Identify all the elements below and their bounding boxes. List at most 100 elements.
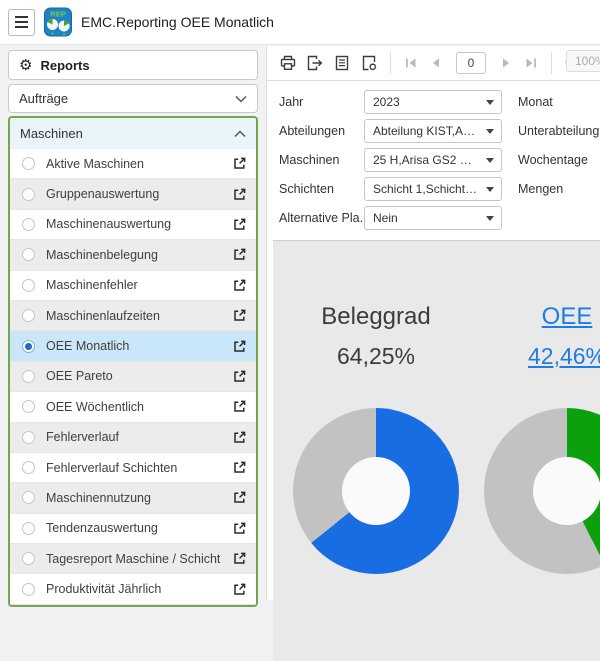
external-link-icon[interactable]: [232, 278, 247, 293]
chart-value-oee-link[interactable]: 42,46%: [527, 343, 600, 369]
list-item-label: Maschinenauswertung: [46, 217, 172, 232]
list-item[interactable]: Maschinenauswertung: [10, 209, 256, 241]
accordion-auftraege[interactable]: Aufträge: [8, 84, 258, 113]
print-icon[interactable]: [279, 54, 297, 72]
list-item[interactable]: Maschinennutzung: [10, 483, 256, 514]
external-link-icon[interactable]: [232, 187, 247, 202]
external-link-icon[interactable]: [232, 156, 247, 171]
radio-button[interactable]: [22, 187, 35, 201]
list-item[interactable]: Fehlerverlauf: [10, 422, 256, 453]
list-item[interactable]: Maschinenbelegung: [10, 240, 256, 271]
page-number-input[interactable]: [456, 52, 486, 74]
accordion-maschinen-header[interactable]: Maschinen: [10, 118, 256, 149]
list-item-label: Aktive Maschinen: [46, 156, 144, 171]
list-item-label: Fehlerverlauf: [46, 430, 119, 445]
chart-title-oee-link[interactable]: OEE: [541, 303, 593, 330]
list-item[interactable]: Maschinenlaufzeiten: [10, 300, 256, 332]
radio-button[interactable]: [22, 369, 35, 383]
sidebar: ⚙ Reports Aufträge Maschinen Aktive Masc…: [8, 50, 258, 607]
svg-text:REP: REP: [50, 10, 65, 19]
filter-dropdown[interactable]: 25 H,Arisa GS2 400,B ...: [364, 148, 502, 172]
list-item-label: Gruppenauswertung: [46, 187, 160, 202]
external-link-icon[interactable]: [232, 460, 247, 475]
radio-button[interactable]: [22, 430, 35, 444]
list-item-label: Produktivität Jährlich: [46, 582, 162, 597]
list-item[interactable]: OEE Monatlich: [10, 331, 256, 362]
chevron-down-icon: [486, 216, 494, 221]
filter-row: Alternative Pla... Nein: [279, 206, 600, 230]
filter-label-right: Unterabteilung...: [518, 124, 600, 138]
external-link-icon[interactable]: [232, 339, 247, 354]
filter-dropdown[interactable]: Nein: [364, 206, 502, 230]
previous-page-icon[interactable]: [428, 55, 444, 71]
list-item[interactable]: Produktivität Jährlich: [10, 574, 256, 605]
radio-button[interactable]: [22, 309, 35, 323]
list-item-label: OEE Wöchentlich: [46, 399, 144, 414]
filter-dropdown[interactable]: Schicht 1,Schicht 2,Sc...: [364, 177, 502, 201]
external-link-icon[interactable]: [232, 369, 247, 384]
external-link-icon[interactable]: [232, 399, 247, 414]
chevron-down-icon: [486, 187, 494, 192]
radio-button[interactable]: [22, 400, 35, 414]
list-item[interactable]: Aktive Maschinen: [10, 149, 256, 180]
list-item[interactable]: OEE Pareto: [10, 361, 256, 393]
external-link-icon[interactable]: [232, 430, 247, 445]
list-item[interactable]: Fehlerverlauf Schichten: [10, 452, 256, 484]
list-item-label: OEE Pareto: [46, 369, 113, 384]
list-item-label: Maschinenfehler: [46, 278, 138, 293]
radio-button[interactable]: [22, 552, 35, 566]
reports-header[interactable]: ⚙ Reports: [8, 50, 258, 80]
radio-button[interactable]: [22, 157, 35, 171]
list-item[interactable]: Tendenzauswertung: [10, 513, 256, 545]
list-item-label: Tagesreport Maschine / Schicht: [46, 551, 221, 566]
radio-button[interactable]: [22, 278, 35, 292]
filter-dropdown[interactable]: Abteilung KIST,Abteil...: [364, 119, 502, 143]
document-map-icon[interactable]: [333, 54, 351, 72]
filter-row: Abteilungen Abteilung KIST,Abteil... Unt…: [279, 119, 600, 143]
filter-dropdown-value: Schicht 1,Schicht 2,Sc...: [373, 182, 478, 196]
external-link-icon[interactable]: [232, 217, 247, 232]
list-item-label: Fehlerverlauf Schichten: [46, 460, 178, 475]
external-link-icon[interactable]: [232, 551, 247, 566]
external-link-icon[interactable]: [232, 247, 247, 262]
list-item[interactable]: OEE Wöchentlich: [10, 392, 256, 423]
last-page-icon[interactable]: [523, 55, 539, 71]
list-item[interactable]: Tagesreport Maschine / Schicht: [10, 544, 256, 575]
filter-dropdown[interactable]: 2023: [364, 90, 502, 114]
filter-dropdown-value: 2023: [373, 95, 400, 109]
radio-button[interactable]: [22, 461, 35, 475]
page-title: EMC.Reporting OEE Monatlich: [81, 14, 274, 30]
filter-panel: Jahr 2023 Monat Abteilungen Abteilung KI…: [267, 81, 600, 230]
next-page-icon[interactable]: [498, 55, 514, 71]
external-link-icon[interactable]: [232, 521, 247, 536]
external-link-icon[interactable]: [232, 308, 247, 323]
export-icon[interactable]: [306, 54, 324, 72]
radio-button[interactable]: [22, 339, 35, 353]
radio-button[interactable]: [22, 248, 35, 262]
external-link-icon[interactable]: [232, 582, 247, 597]
accordion-label: Aufträge: [19, 91, 69, 106]
chart-value-beleggrad: 64,25%: [336, 343, 415, 369]
page-setup-icon[interactable]: [360, 54, 378, 72]
chevron-up-icon: [234, 129, 246, 137]
first-page-icon[interactable]: [403, 55, 419, 71]
list-item-label: Maschinenlaufzeiten: [46, 308, 160, 323]
filter-dropdown-value: Nein: [373, 211, 398, 225]
chart-title-beleggrad: Beleggrad: [321, 303, 431, 330]
accordion-label: Maschinen: [20, 126, 83, 141]
radio-button[interactable]: [22, 521, 35, 535]
radio-button[interactable]: [22, 491, 35, 505]
list-item[interactable]: Maschinenfehler: [10, 270, 256, 301]
zoom-level-input[interactable]: [566, 50, 600, 72]
list-item[interactable]: Gruppenauswertung: [10, 179, 256, 210]
reports-label: Reports: [40, 57, 90, 73]
hamburger-menu-icon[interactable]: [8, 8, 35, 36]
donut-chart-oee: [484, 408, 600, 574]
radio-button[interactable]: [22, 217, 35, 231]
chevron-down-icon: [486, 129, 494, 134]
radio-button[interactable]: [22, 582, 35, 596]
filter-label: Schichten: [279, 182, 334, 196]
filter-row: Maschinen 25 H,Arisa GS2 400,B ... Woche…: [279, 148, 600, 172]
filter-label-right: Wochentage: [518, 153, 588, 167]
external-link-icon[interactable]: [232, 490, 247, 505]
